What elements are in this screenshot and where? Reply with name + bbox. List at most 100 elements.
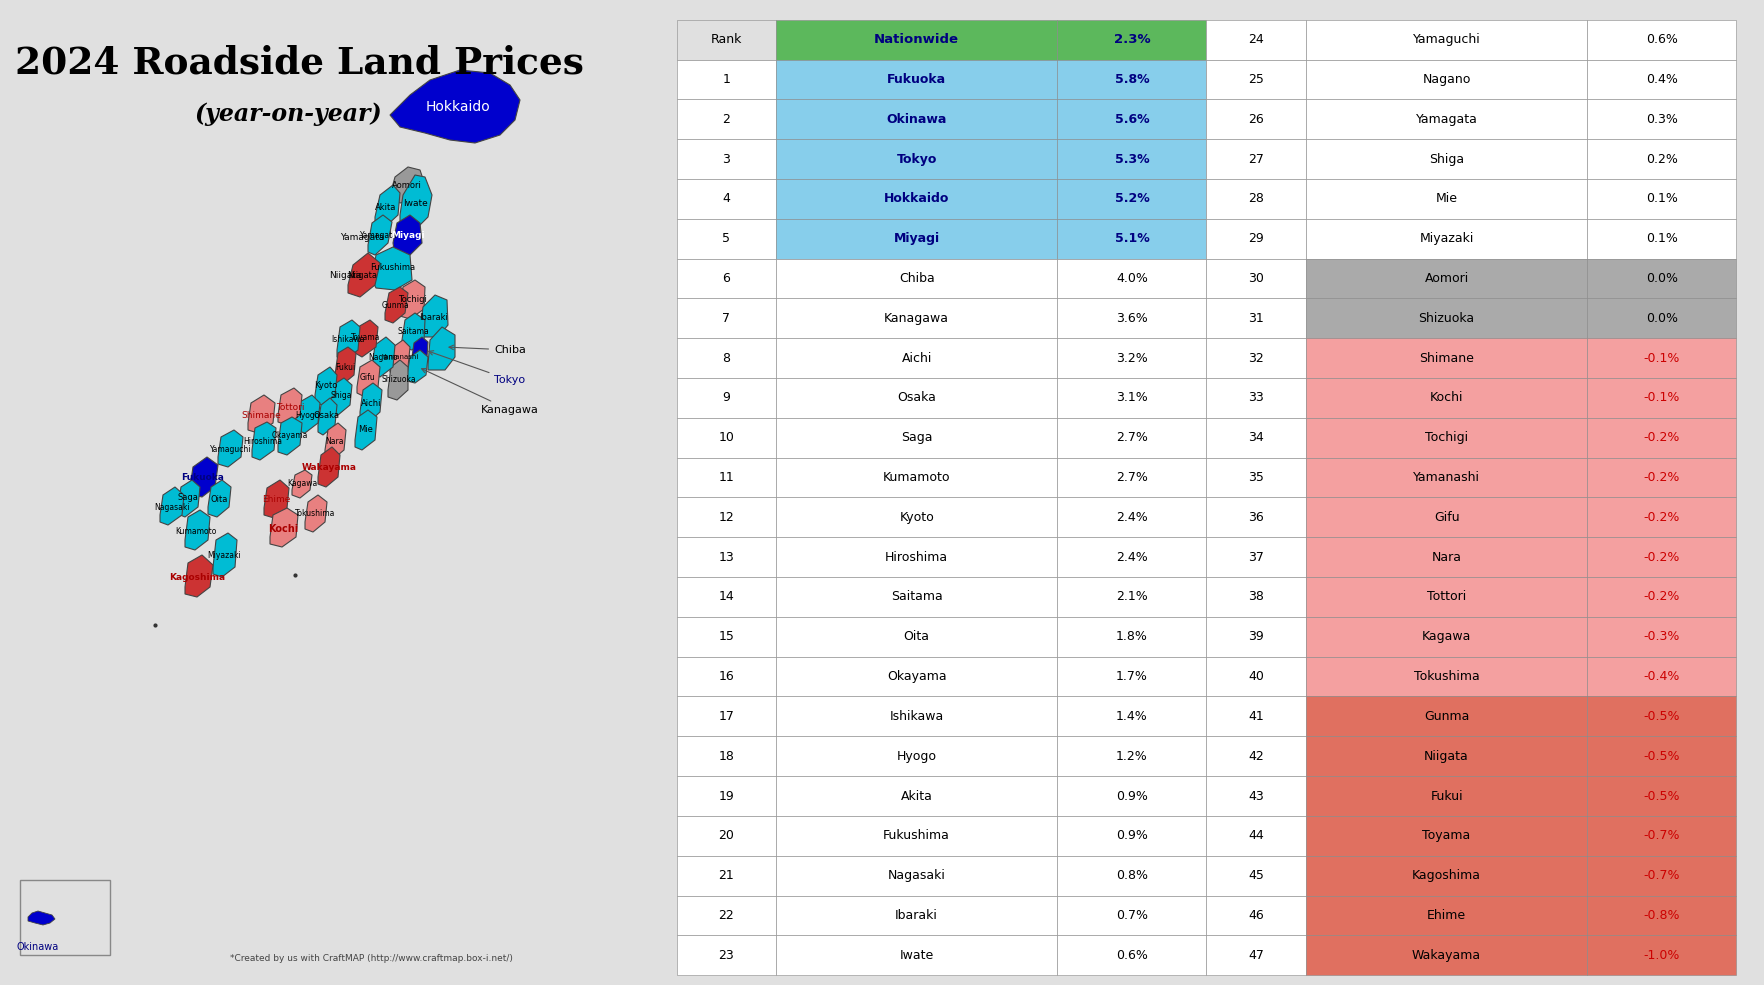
Bar xyxy=(677,776,776,816)
Bar xyxy=(1305,497,1588,537)
Polygon shape xyxy=(376,185,400,227)
Bar xyxy=(1057,696,1207,737)
Bar xyxy=(776,99,1057,139)
Text: 5.8%: 5.8% xyxy=(1115,73,1150,86)
Bar xyxy=(677,59,776,99)
Text: Shiga: Shiga xyxy=(1429,153,1464,165)
Bar xyxy=(1057,378,1207,418)
Polygon shape xyxy=(185,555,213,597)
Text: Kagawa: Kagawa xyxy=(1422,630,1471,643)
Bar xyxy=(776,856,1057,895)
Text: -0.1%: -0.1% xyxy=(1644,391,1679,405)
Text: Kagawa: Kagawa xyxy=(288,480,318,489)
Text: 1.2%: 1.2% xyxy=(1117,750,1148,762)
Bar xyxy=(1207,99,1305,139)
Text: Tokyo: Tokyo xyxy=(896,153,937,165)
Text: 22: 22 xyxy=(718,909,734,922)
Bar xyxy=(1588,936,1736,975)
Text: Kumamoto: Kumamoto xyxy=(884,471,951,484)
Text: -0.7%: -0.7% xyxy=(1644,869,1679,883)
Text: Aichi: Aichi xyxy=(362,399,381,408)
Text: 1.7%: 1.7% xyxy=(1117,670,1148,683)
Polygon shape xyxy=(372,247,413,290)
Polygon shape xyxy=(390,167,425,203)
Bar xyxy=(1588,816,1736,856)
Text: Kanagawa: Kanagawa xyxy=(884,312,949,325)
Text: Yamagata: Yamagata xyxy=(1416,112,1478,126)
Polygon shape xyxy=(318,447,340,487)
Bar xyxy=(1588,59,1736,99)
Text: Kyoto: Kyoto xyxy=(900,511,935,524)
Bar xyxy=(776,20,1057,59)
Bar xyxy=(1305,737,1588,776)
Bar xyxy=(1305,20,1588,59)
Bar xyxy=(1588,537,1736,577)
Polygon shape xyxy=(388,360,407,400)
Polygon shape xyxy=(337,320,360,360)
Bar xyxy=(677,258,776,298)
Text: Aomori: Aomori xyxy=(392,180,422,189)
Bar xyxy=(1588,577,1736,617)
Bar xyxy=(1207,378,1305,418)
Bar xyxy=(776,816,1057,856)
Text: -0.3%: -0.3% xyxy=(1644,630,1679,643)
Bar xyxy=(776,378,1057,418)
Bar xyxy=(1207,298,1305,338)
Polygon shape xyxy=(293,470,312,498)
Text: Tokushima: Tokushima xyxy=(295,509,335,518)
Text: 3.6%: 3.6% xyxy=(1117,312,1148,325)
Bar xyxy=(1305,776,1588,816)
Text: Ishikawa: Ishikawa xyxy=(889,710,944,723)
Bar xyxy=(677,139,776,179)
Bar xyxy=(1057,458,1207,497)
Bar xyxy=(1588,258,1736,298)
Bar xyxy=(776,657,1057,696)
Polygon shape xyxy=(185,510,210,550)
Text: 13: 13 xyxy=(718,551,734,563)
Text: Shimane: Shimane xyxy=(242,411,280,420)
Text: Aichi: Aichi xyxy=(901,352,931,364)
Text: 44: 44 xyxy=(1249,829,1265,842)
Text: Fukuoka: Fukuoka xyxy=(887,73,946,86)
Text: 30: 30 xyxy=(1249,272,1265,285)
Bar xyxy=(1207,179,1305,219)
Bar xyxy=(677,20,776,59)
Bar xyxy=(1305,936,1588,975)
Polygon shape xyxy=(348,253,379,297)
Bar xyxy=(1305,59,1588,99)
Text: Iwate: Iwate xyxy=(900,949,933,961)
Polygon shape xyxy=(372,337,395,377)
Text: 42: 42 xyxy=(1249,750,1265,762)
Bar xyxy=(677,497,776,537)
Text: Tochigi: Tochigi xyxy=(1425,431,1468,444)
Bar xyxy=(1207,139,1305,179)
Bar xyxy=(1207,418,1305,458)
Text: 0.9%: 0.9% xyxy=(1117,829,1148,842)
Bar xyxy=(1057,737,1207,776)
Text: Fukushima: Fukushima xyxy=(370,264,416,273)
Text: 0.7%: 0.7% xyxy=(1117,909,1148,922)
Bar xyxy=(1305,577,1588,617)
Text: -0.7%: -0.7% xyxy=(1644,829,1679,842)
Text: 41: 41 xyxy=(1249,710,1265,723)
Bar xyxy=(1057,179,1207,219)
Bar xyxy=(1305,298,1588,338)
Text: 16: 16 xyxy=(718,670,734,683)
Bar xyxy=(677,696,776,737)
Bar xyxy=(1305,378,1588,418)
Polygon shape xyxy=(318,398,337,435)
Bar xyxy=(1057,20,1207,59)
Bar xyxy=(1305,179,1588,219)
Text: 3.1%: 3.1% xyxy=(1117,391,1148,405)
Bar xyxy=(1057,59,1207,99)
Text: 0.0%: 0.0% xyxy=(1646,312,1678,325)
Text: Tokushima: Tokushima xyxy=(1413,670,1480,683)
Polygon shape xyxy=(355,320,377,357)
Bar xyxy=(1588,139,1736,179)
Bar xyxy=(1305,537,1588,577)
Text: Kagoshima: Kagoshima xyxy=(1413,869,1482,883)
Text: Aomori: Aomori xyxy=(1425,272,1469,285)
Bar xyxy=(677,298,776,338)
Bar xyxy=(677,179,776,219)
Bar xyxy=(776,219,1057,259)
